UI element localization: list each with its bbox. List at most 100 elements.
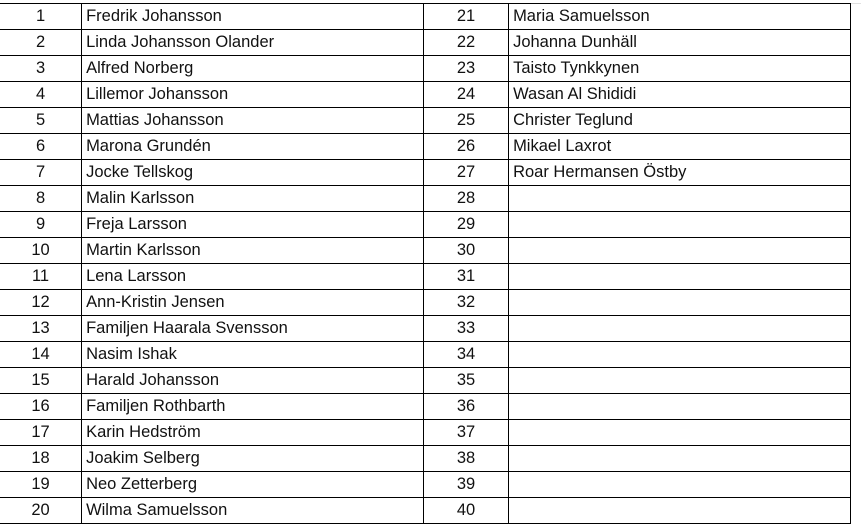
cell-name[interactable]: Ann-Kristin Jensen <box>81 289 425 316</box>
cell-empty[interactable] <box>849 29 860 56</box>
cell-name[interactable]: Mattias Johansson <box>81 107 425 134</box>
cell-empty[interactable] <box>849 497 860 524</box>
cell-number[interactable]: 5 <box>0 107 83 134</box>
cell-number[interactable]: 17 <box>0 419 83 446</box>
cell-number[interactable]: 23 <box>423 55 510 82</box>
cell-empty[interactable] <box>849 211 860 238</box>
cell-name[interactable]: Linda Johansson Olander <box>81 29 425 56</box>
cell-number[interactable]: 9 <box>0 211 83 238</box>
cell-name[interactable] <box>508 445 851 472</box>
cell-number[interactable]: 4 <box>0 81 83 108</box>
cell-name[interactable] <box>508 289 851 316</box>
cell-name[interactable]: Lillemor Johansson <box>81 81 425 108</box>
cell-name[interactable] <box>508 367 851 394</box>
cell-number[interactable]: 22 <box>423 29 510 56</box>
cell-number[interactable]: 14 <box>0 341 83 368</box>
cell-number[interactable]: 31 <box>423 263 510 290</box>
cell-name[interactable]: Johanna Dunhäll <box>508 29 851 56</box>
cell-number[interactable]: 2 <box>0 29 83 56</box>
cell-name[interactable]: Jocke Tellskog <box>81 159 425 186</box>
cell-name[interactable]: Maria Samuelsson <box>508 3 851 30</box>
cell-number[interactable]: 20 <box>0 497 83 524</box>
cell-empty[interactable] <box>849 367 860 394</box>
cell-number[interactable]: 13 <box>0 315 83 342</box>
cell-number[interactable]: 40 <box>423 497 510 524</box>
cell-name[interactable] <box>508 419 851 446</box>
cell-number[interactable]: 28 <box>423 185 510 212</box>
cell-empty[interactable] <box>849 419 860 446</box>
cell-number[interactable]: 21 <box>423 3 510 30</box>
cell-number[interactable]: 24 <box>423 81 510 108</box>
cell-name[interactable] <box>508 211 851 238</box>
cell-number[interactable]: 36 <box>423 393 510 420</box>
cell-name[interactable]: Familjen Haarala Svensson <box>81 315 425 342</box>
cell-name[interactable] <box>508 185 851 212</box>
cell-number[interactable]: 37 <box>423 419 510 446</box>
cell-number[interactable]: 38 <box>423 445 510 472</box>
cell-empty[interactable] <box>849 133 860 160</box>
cell-number[interactable]: 10 <box>0 237 83 264</box>
cell-number[interactable]: 30 <box>423 237 510 264</box>
cell-number[interactable]: 3 <box>0 55 83 82</box>
cell-name[interactable]: Fredrik Johansson <box>81 3 425 30</box>
cell-empty[interactable] <box>849 81 860 108</box>
cell-number[interactable]: 33 <box>423 315 510 342</box>
cell-name[interactable]: Roar Hermansen Östby <box>508 159 851 186</box>
cell-number[interactable]: 34 <box>423 341 510 368</box>
cell-empty[interactable] <box>849 315 860 342</box>
cell-number[interactable]: 26 <box>423 133 510 160</box>
cell-number[interactable]: 7 <box>0 159 83 186</box>
cell-empty[interactable] <box>849 445 860 472</box>
cell-name[interactable]: Karin Hedström <box>81 419 425 446</box>
cell-name[interactable]: Christer Teglund <box>508 107 851 134</box>
cell-number[interactable]: 32 <box>423 289 510 316</box>
cell-empty[interactable] <box>849 185 860 212</box>
cell-empty[interactable] <box>849 159 860 186</box>
cell-empty[interactable] <box>849 341 860 368</box>
cell-empty[interactable] <box>849 471 860 498</box>
cell-number[interactable]: 18 <box>0 445 83 472</box>
cell-name[interactable] <box>508 471 851 498</box>
cell-name[interactable]: Alfred Norberg <box>81 55 425 82</box>
cell-name[interactable] <box>508 263 851 290</box>
cell-empty[interactable] <box>849 289 860 316</box>
cell-number[interactable]: 15 <box>0 367 83 394</box>
cell-empty[interactable] <box>849 55 860 82</box>
cell-number[interactable]: 39 <box>423 471 510 498</box>
cell-name[interactable]: Freja Larsson <box>81 211 425 238</box>
cell-name[interactable]: Joakim Selberg <box>81 445 425 472</box>
cell-number[interactable]: 12 <box>0 289 83 316</box>
cell-name[interactable] <box>508 393 851 420</box>
cell-name[interactable]: Harald Johansson <box>81 367 425 394</box>
cell-name[interactable]: Familjen Rothbarth <box>81 393 425 420</box>
cell-name[interactable]: Mikael Laxrot <box>508 133 851 160</box>
cell-empty[interactable] <box>849 107 860 134</box>
cell-name[interactable]: Martin Karlsson <box>81 237 425 264</box>
cell-name[interactable]: Marona Grundén <box>81 133 425 160</box>
cell-number[interactable]: 19 <box>0 471 83 498</box>
cell-name[interactable] <box>508 341 851 368</box>
cell-empty[interactable] <box>849 393 860 420</box>
cell-number[interactable]: 11 <box>0 263 83 290</box>
cell-number[interactable]: 35 <box>423 367 510 394</box>
cell-number[interactable]: 29 <box>423 211 510 238</box>
cell-name[interactable]: Nasim Ishak <box>81 341 425 368</box>
cell-name[interactable] <box>508 497 851 524</box>
cell-number[interactable]: 25 <box>423 107 510 134</box>
cell-name[interactable] <box>508 237 851 264</box>
cell-empty[interactable] <box>849 3 860 30</box>
cell-name[interactable]: Taisto Tynkkynen <box>508 55 851 82</box>
cell-number[interactable]: 8 <box>0 185 83 212</box>
cell-name[interactable] <box>508 315 851 342</box>
cell-number[interactable]: 1 <box>0 3 83 30</box>
cell-name[interactable]: Neo Zetterberg <box>81 471 425 498</box>
cell-empty[interactable] <box>849 263 860 290</box>
cell-empty[interactable] <box>849 237 860 264</box>
cell-name[interactable]: Wilma Samuelsson <box>81 497 425 524</box>
cell-name[interactable]: Malin Karlsson <box>81 185 425 212</box>
cell-name[interactable]: Lena Larsson <box>81 263 425 290</box>
cell-name[interactable]: Wasan Al Shididi <box>508 81 851 108</box>
cell-number[interactable]: 16 <box>0 393 83 420</box>
cell-number[interactable]: 6 <box>0 133 83 160</box>
cell-number[interactable]: 27 <box>423 159 510 186</box>
